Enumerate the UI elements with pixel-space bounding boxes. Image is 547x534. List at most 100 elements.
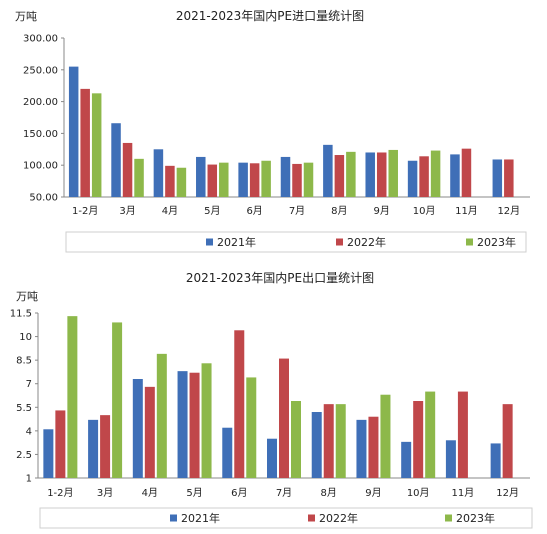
y-axis-label: 万吨 <box>16 290 38 303</box>
bar-2021年-10月 <box>407 160 418 197</box>
legend-label: 2023年 <box>456 511 495 525</box>
bar-2021年-8月 <box>323 144 333 197</box>
bar-2023年-7月 <box>291 401 301 478</box>
bar-2021年-9月 <box>356 419 367 478</box>
bar-2022年-5月 <box>189 372 200 478</box>
bar-2022年-7月 <box>292 163 302 197</box>
y-tick-label: 7 <box>26 379 32 390</box>
bar-2022年-3月 <box>122 142 133 197</box>
legend-box <box>39 507 533 529</box>
bar-2022年-9月 <box>368 416 379 478</box>
bar-2021年-3月 <box>88 419 99 478</box>
bar-2021年-8月 <box>311 412 322 478</box>
bar-2021年-9月 <box>365 152 375 197</box>
y-tick-label: 4 <box>26 426 32 437</box>
chart-title: 2021-2023年国内PE出口量统计图 <box>186 271 374 285</box>
y-tick-label: 1 <box>26 474 32 485</box>
bar-2021年-4月 <box>132 379 143 478</box>
bar-2023年-3月 <box>112 322 123 478</box>
bar-2023年-9月 <box>388 149 398 197</box>
bar-2021年-12月 <box>492 159 503 197</box>
bar-2023年-8月 <box>346 151 356 197</box>
y-tick-label: 150.00 <box>23 129 58 140</box>
bar-2022年-8月 <box>334 155 345 197</box>
x-tick-label: 12月 <box>497 205 520 217</box>
x-tick-label: 10月 <box>407 487 430 499</box>
x-tick-label: 7月 <box>276 487 292 499</box>
x-tick-label: 6月 <box>231 487 247 499</box>
bar-2022年-10月 <box>413 401 424 478</box>
bar-2023年-10月 <box>430 150 441 197</box>
bar-2022年-12月 <box>502 404 513 478</box>
bar-2022年-10月 <box>419 156 429 197</box>
chart-title: 2021-2023年国内PE进口量统计图 <box>176 9 364 23</box>
x-tick-label: 9月 <box>374 205 390 217</box>
y-tick-label: 10 <box>19 332 32 343</box>
bar-2021年-12月 <box>490 443 501 478</box>
bar-2021年-1-2月 <box>68 66 79 198</box>
bar-2022年-7月 <box>279 358 289 478</box>
legend-label: 2021年 <box>217 235 256 249</box>
x-tick-label: 9月 <box>365 487 381 499</box>
export-chart: 2021-2023年国内PE出口量统计图 万吨 1 2.5 4 5.5 7 8.5 10 11… <box>10 271 533 529</box>
legend-swatch <box>206 238 213 246</box>
bar-2022年-11月 <box>461 148 472 197</box>
legend-label: 2022年 <box>319 511 358 525</box>
bar-2022年-4月 <box>144 386 155 478</box>
bar-2022年-11月 <box>457 391 468 478</box>
x-tick-label: 3月 <box>119 205 135 217</box>
bar-2021年-7月 <box>280 156 291 197</box>
y-axis-label: 万吨 <box>15 10 37 23</box>
bar-2021年-5月 <box>196 156 206 197</box>
legend-swatch <box>308 514 315 522</box>
bar-2021年-4月 <box>153 149 164 197</box>
bar-2023年-5月 <box>219 162 229 197</box>
x-tick-label: 8月 <box>321 487 337 499</box>
bar-2023年-1-2月 <box>91 93 102 197</box>
bar-2022年-1-2月 <box>80 88 90 197</box>
bar-2023年-6月 <box>246 377 257 478</box>
bar-2021年-7月 <box>267 438 277 478</box>
bar-2021年-10月 <box>401 441 412 478</box>
y-tick-label: 2.5 <box>16 450 32 461</box>
bar-2022年-6月 <box>234 330 245 478</box>
y-tick-label: 8.5 <box>16 356 32 367</box>
bar-2023年-5月 <box>201 363 212 478</box>
bar-2022年-3月 <box>100 415 111 478</box>
x-tick-label: 7月 <box>289 205 305 217</box>
bar-2023年-1-2月 <box>67 316 78 478</box>
bar-2022年-12月 <box>504 159 514 197</box>
bar-2022年-6月 <box>249 163 260 197</box>
bar-2021年-3月 <box>111 123 121 197</box>
bar-2021年-6月 <box>222 427 233 478</box>
bar-2021年-5月 <box>177 371 188 478</box>
x-tick-label: 1-2月 <box>47 487 73 499</box>
legend-label: 2022年 <box>347 235 386 249</box>
x-tick-label: 11月 <box>452 487 475 499</box>
bar-2023年-7月 <box>303 162 314 197</box>
bar-2021年-11月 <box>445 440 456 478</box>
bar-2021年-6月 <box>238 162 248 197</box>
bar-2023年-10月 <box>425 391 436 478</box>
y-tick-label: 200.00 <box>23 97 58 108</box>
legend-swatch <box>445 514 452 522</box>
y-tick-label: 11.5 <box>10 309 32 320</box>
x-tick-label: 5月 <box>186 487 202 499</box>
bar-2023年-4月 <box>176 167 187 197</box>
x-tick-label: 11月 <box>455 205 478 217</box>
y-tick-label: 5.5 <box>16 403 32 414</box>
legend-swatch <box>170 514 177 522</box>
x-tick-label: 4月 <box>162 205 178 217</box>
bar-2022年-9月 <box>376 152 387 197</box>
bar-2023年-4月 <box>156 353 167 478</box>
bar-2022年-8月 <box>323 404 334 478</box>
bar-2021年-11月 <box>450 154 460 197</box>
legend-label: 2021年 <box>181 511 220 525</box>
y-tick-label: 100.00 <box>23 161 58 172</box>
legend-label: 2023年 <box>477 235 516 249</box>
legend-box <box>65 231 527 253</box>
bar-2023年-9月 <box>380 394 391 478</box>
y-tick-label: 300.00 <box>23 34 58 45</box>
bar-2022年-5月 <box>207 164 218 197</box>
